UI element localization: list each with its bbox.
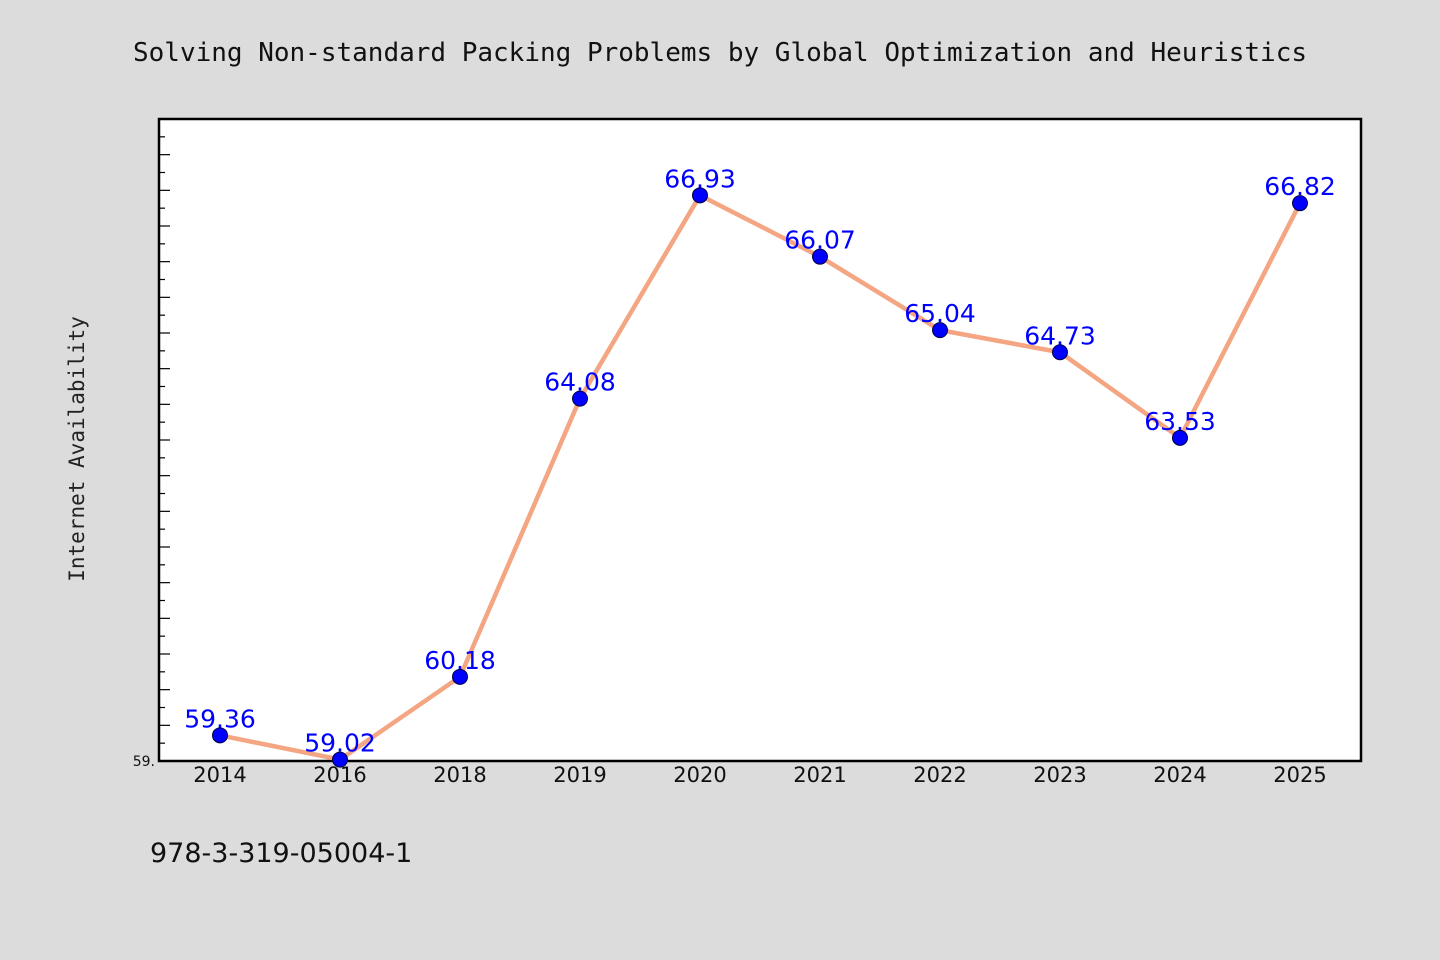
data-point xyxy=(452,668,468,685)
data-markers xyxy=(212,187,1308,768)
data-label: 59.02 xyxy=(304,729,376,758)
data-label: 65.04 xyxy=(904,299,976,328)
y-tick-labels: 59. xyxy=(133,754,155,770)
data-label: 60.18 xyxy=(424,646,496,675)
data-point xyxy=(1292,195,1308,212)
x-tick-label: 2018 xyxy=(433,763,486,787)
data-point xyxy=(692,187,708,204)
data-label: 66.07 xyxy=(784,226,856,255)
data-label: 64.08 xyxy=(544,368,616,397)
x-tick-label: 2021 xyxy=(793,763,846,787)
data-labels: 59.36 59.02 60.18 64.08 66.93 66.07 65.04 64.73… xyxy=(184,164,1336,757)
x-tick-label: 2014 xyxy=(193,763,246,787)
data-label: 59.36 xyxy=(184,704,256,733)
x-tick-label: 2022 xyxy=(913,763,966,787)
data-label: 66.82 xyxy=(1264,172,1336,201)
x-tick-label: 2019 xyxy=(553,763,606,787)
data-point xyxy=(212,727,228,744)
data-point xyxy=(812,248,828,265)
data-point xyxy=(572,390,588,407)
x-tick-label: 2024 xyxy=(1153,763,1206,787)
chart-title: Solving Non-standard Packing Problems by… xyxy=(133,38,1307,68)
x-tick-labels: 2014 2016 2018 2019 2020 2021 2022 2023 2024 2025 xyxy=(193,763,1326,787)
y-tick-label: 59. xyxy=(133,754,155,770)
data-point xyxy=(1052,344,1068,361)
x-tick-label: 2020 xyxy=(673,763,726,787)
y-axis-label: Internet Availability xyxy=(65,316,89,582)
data-label: 66.93 xyxy=(664,164,736,193)
data-point xyxy=(932,322,948,339)
series-line-group xyxy=(217,193,1303,762)
x-tick-label: 2023 xyxy=(1033,763,1086,787)
data-label: 64.73 xyxy=(1024,321,1096,350)
y-minor-ticks xyxy=(159,118,170,762)
footer-isbn: 978-3-319-05004-1 xyxy=(150,838,412,869)
x-tick-label: 2025 xyxy=(1273,763,1326,787)
data-point xyxy=(1172,429,1188,446)
data-point xyxy=(332,751,348,768)
series-line xyxy=(217,193,1303,762)
data-label: 63.53 xyxy=(1144,407,1216,436)
